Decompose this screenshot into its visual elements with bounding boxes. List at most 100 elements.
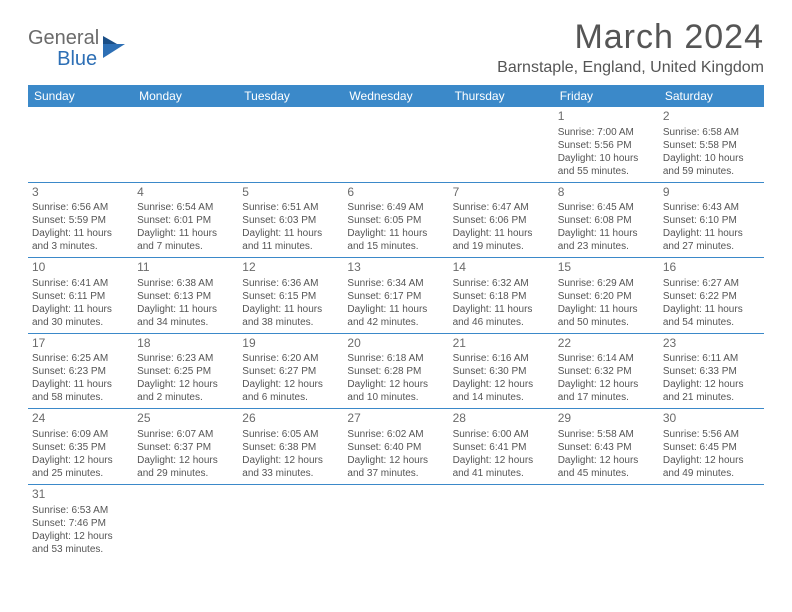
calendar-weeks: 1Sunrise: 7:00 AMSunset: 5:56 PMDaylight… (28, 107, 764, 560)
daylight-line1: Daylight: 12 hours (453, 454, 550, 467)
sunset: Sunset: 6:27 PM (242, 365, 339, 378)
day-number: 18 (137, 336, 234, 352)
day-number: 6 (347, 185, 444, 201)
sunset: Sunset: 5:58 PM (663, 139, 760, 152)
sunrise: Sunrise: 6:54 AM (137, 201, 234, 214)
calendar-cell: 11Sunrise: 6:38 AMSunset: 6:13 PMDayligh… (133, 258, 238, 333)
sunrise: Sunrise: 5:58 AM (558, 428, 655, 441)
logo: General Blue (28, 18, 131, 70)
daylight-line2: and 17 minutes. (558, 391, 655, 404)
calendar-cell (449, 485, 554, 560)
daylight-line1: Daylight: 12 hours (347, 378, 444, 391)
day-number: 23 (663, 336, 760, 352)
calendar-cell: 6Sunrise: 6:49 AMSunset: 6:05 PMDaylight… (343, 183, 448, 258)
sunrise: Sunrise: 6:07 AM (137, 428, 234, 441)
daylight-line2: and 54 minutes. (663, 316, 760, 329)
calendar-cell (343, 107, 448, 182)
calendar-cell: 15Sunrise: 6:29 AMSunset: 6:20 PMDayligh… (554, 258, 659, 333)
daylight-line1: Daylight: 11 hours (453, 227, 550, 240)
page-subtitle: Barnstaple, England, United Kingdom (497, 59, 764, 77)
calendar: Sunday Monday Tuesday Wednesday Thursday… (28, 85, 764, 560)
sunset: Sunset: 6:37 PM (137, 441, 234, 454)
daylight-line2: and 41 minutes. (453, 467, 550, 480)
calendar-cell (449, 107, 554, 182)
day-number: 8 (558, 185, 655, 201)
calendar-cell: 14Sunrise: 6:32 AMSunset: 6:18 PMDayligh… (449, 258, 554, 333)
sunrise: Sunrise: 6:02 AM (347, 428, 444, 441)
daylight-line1: Daylight: 10 hours (663, 152, 760, 165)
sunrise: Sunrise: 6:56 AM (32, 201, 129, 214)
daylight-line1: Daylight: 12 hours (663, 454, 760, 467)
sunset: Sunset: 6:38 PM (242, 441, 339, 454)
day-number: 31 (32, 487, 129, 503)
daylight-line1: Daylight: 12 hours (242, 378, 339, 391)
dayheader-sun: Sunday (28, 85, 133, 107)
sunset: Sunset: 6:11 PM (32, 290, 129, 303)
day-number: 9 (663, 185, 760, 201)
daylight-line1: Daylight: 11 hours (558, 227, 655, 240)
sunset: Sunset: 6:33 PM (663, 365, 760, 378)
sunset: Sunset: 7:46 PM (32, 517, 129, 530)
daylight-line2: and 27 minutes. (663, 240, 760, 253)
calendar-cell (133, 107, 238, 182)
dayheader-mon: Monday (133, 85, 238, 107)
daylight-line1: Daylight: 11 hours (32, 378, 129, 391)
calendar-cell (28, 107, 133, 182)
calendar-week: 10Sunrise: 6:41 AMSunset: 6:11 PMDayligh… (28, 258, 764, 334)
daylight-line1: Daylight: 11 hours (453, 303, 550, 316)
calendar-cell: 7Sunrise: 6:47 AMSunset: 6:06 PMDaylight… (449, 183, 554, 258)
sunset: Sunset: 6:30 PM (453, 365, 550, 378)
calendar-week: 17Sunrise: 6:25 AMSunset: 6:23 PMDayligh… (28, 334, 764, 410)
sunset: Sunset: 6:40 PM (347, 441, 444, 454)
dayheader-sat: Saturday (659, 85, 764, 107)
sunrise: Sunrise: 7:00 AM (558, 126, 655, 139)
daylight-line2: and 10 minutes. (347, 391, 444, 404)
day-number: 3 (32, 185, 129, 201)
calendar-week: 24Sunrise: 6:09 AMSunset: 6:35 PMDayligh… (28, 409, 764, 485)
sunrise: Sunrise: 6:25 AM (32, 352, 129, 365)
logo-text: General Blue (28, 28, 99, 70)
daylight-line2: and 23 minutes. (558, 240, 655, 253)
daylight-line1: Daylight: 11 hours (663, 303, 760, 316)
daylight-line1: Daylight: 11 hours (32, 303, 129, 316)
day-number: 26 (242, 411, 339, 427)
sunrise: Sunrise: 6:51 AM (242, 201, 339, 214)
day-number: 13 (347, 260, 444, 276)
calendar-cell: 28Sunrise: 6:00 AMSunset: 6:41 PMDayligh… (449, 409, 554, 484)
daylight-line2: and 29 minutes. (137, 467, 234, 480)
day-number: 7 (453, 185, 550, 201)
daylight-line1: Daylight: 12 hours (137, 454, 234, 467)
daylight-line2: and 7 minutes. (137, 240, 234, 253)
daylight-line2: and 49 minutes. (663, 467, 760, 480)
day-number: 12 (242, 260, 339, 276)
daylight-line2: and 55 minutes. (558, 165, 655, 178)
sunrise: Sunrise: 6:23 AM (137, 352, 234, 365)
dayheader-fri: Friday (554, 85, 659, 107)
daylight-line2: and 38 minutes. (242, 316, 339, 329)
calendar-cell: 1Sunrise: 7:00 AMSunset: 5:56 PMDaylight… (554, 107, 659, 182)
sunrise: Sunrise: 6:41 AM (32, 277, 129, 290)
sunrise: Sunrise: 6:05 AM (242, 428, 339, 441)
day-number: 22 (558, 336, 655, 352)
daylight-line1: Daylight: 11 hours (663, 227, 760, 240)
sunrise: Sunrise: 6:53 AM (32, 504, 129, 517)
day-number: 29 (558, 411, 655, 427)
calendar-week: 3Sunrise: 6:56 AMSunset: 5:59 PMDaylight… (28, 183, 764, 259)
flag-icon (103, 36, 131, 63)
day-number: 14 (453, 260, 550, 276)
daylight-line1: Daylight: 12 hours (347, 454, 444, 467)
daylight-line2: and 2 minutes. (137, 391, 234, 404)
sunrise: Sunrise: 5:56 AM (663, 428, 760, 441)
sunrise: Sunrise: 6:43 AM (663, 201, 760, 214)
sunrise: Sunrise: 6:34 AM (347, 277, 444, 290)
title-block: March 2024 Barnstaple, England, United K… (497, 18, 764, 77)
calendar-cell: 31Sunrise: 6:53 AMSunset: 7:46 PMDayligh… (28, 485, 133, 560)
daylight-line2: and 50 minutes. (558, 316, 655, 329)
day-number: 5 (242, 185, 339, 201)
day-number: 19 (242, 336, 339, 352)
calendar-cell: 18Sunrise: 6:23 AMSunset: 6:25 PMDayligh… (133, 334, 238, 409)
sunrise: Sunrise: 6:38 AM (137, 277, 234, 290)
daylight-line2: and 3 minutes. (32, 240, 129, 253)
day-number: 30 (663, 411, 760, 427)
calendar-week: 1Sunrise: 7:00 AMSunset: 5:56 PMDaylight… (28, 107, 764, 183)
